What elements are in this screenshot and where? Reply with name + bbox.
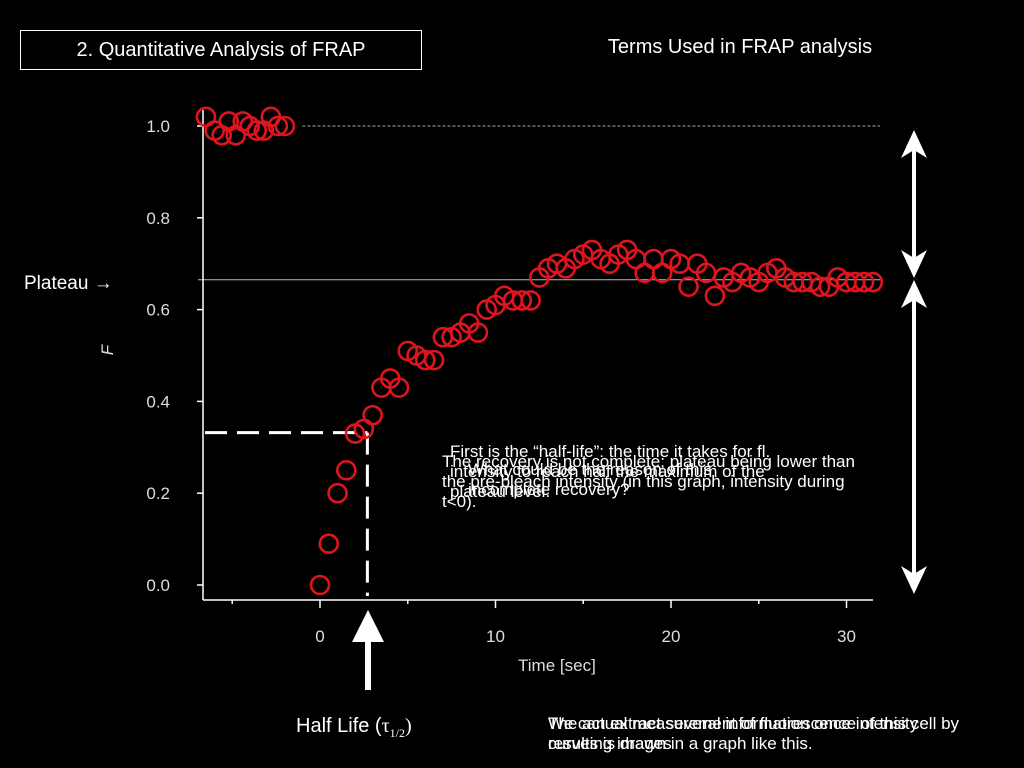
x-tick-label: 20: [662, 627, 681, 646]
data-point: [336, 459, 357, 481]
half-life-text: Half Life (: [296, 715, 382, 737]
x-tick-label: 30: [837, 627, 856, 646]
plateau-label: Plateau →: [24, 274, 113, 294]
x-axis-label: Time [sec]: [518, 656, 596, 675]
y-tick-label: 0.2: [146, 484, 170, 503]
plateau-label-text: Plateau: [24, 273, 89, 294]
data-point: [309, 574, 331, 596]
data-point: [809, 276, 831, 297]
lower-arrow-head-up: [901, 280, 927, 308]
y-tick-label: 1.0: [146, 117, 170, 136]
data-point: [327, 482, 348, 504]
bottom-note-measurement: The actual measurement of fluorescence o…: [548, 714, 960, 753]
data-point: [274, 115, 296, 137]
data-point: [704, 285, 726, 307]
data-points: [195, 106, 884, 596]
section-heading: Terms Used in FRAP analysis: [607, 36, 873, 58]
x-tick-label: 0: [315, 627, 324, 646]
data-point: [246, 120, 268, 141]
incomplete-recovery-note: The recovery is not complete; plateau be…: [442, 452, 855, 511]
data-point: [467, 322, 489, 343]
y-tick-label: 0.8: [146, 209, 170, 228]
half-life-definition: First is the “half-life”: the time it ta…: [450, 442, 771, 501]
recovery-question: What could be the reason of this incompl…: [468, 460, 712, 499]
y-tick-label: 0.0: [146, 576, 170, 595]
half-life-arrow-head: [352, 610, 384, 642]
slide-title: 2. Quantitative Analysis of FRAP: [20, 30, 422, 70]
data-point: [267, 115, 289, 137]
data-point: [414, 349, 436, 371]
data-point: [362, 404, 383, 426]
chart-arrows: [352, 130, 927, 690]
data-point: [511, 290, 533, 311]
data-point: [678, 276, 699, 297]
data-point: [853, 271, 875, 293]
data-point: [318, 533, 340, 554]
half-life-label: Half Life (τ1/2): [296, 716, 412, 743]
chart-guides: [198, 125, 880, 596]
y-axis-label: F: [98, 343, 117, 355]
upper-arrow-head-down: [901, 250, 927, 278]
half-life-subscript: 1/2: [389, 726, 405, 740]
upper-arrow-head-up: [901, 130, 927, 158]
y-tick-label: 0.4: [146, 392, 170, 411]
bottom-note-extract: We can extract several information once …: [548, 714, 919, 753]
data-point: [423, 349, 445, 371]
tau-symbol: τ: [381, 715, 390, 737]
lower-arrow-head-down: [901, 566, 927, 594]
half-life-close: ): [404, 715, 412, 737]
data-point: [862, 271, 884, 293]
data-point: [520, 290, 541, 311]
y-tick-label: 0.6: [146, 301, 170, 320]
chart-axes: 0.0 0.2 0.4 0.6 0.8 1.0 0 10 20 30 Time [sec] F: [98, 110, 873, 675]
x-tick-label: 10: [486, 627, 505, 646]
data-point: [388, 377, 410, 398]
right-arrow-icon: →: [93, 273, 113, 294]
